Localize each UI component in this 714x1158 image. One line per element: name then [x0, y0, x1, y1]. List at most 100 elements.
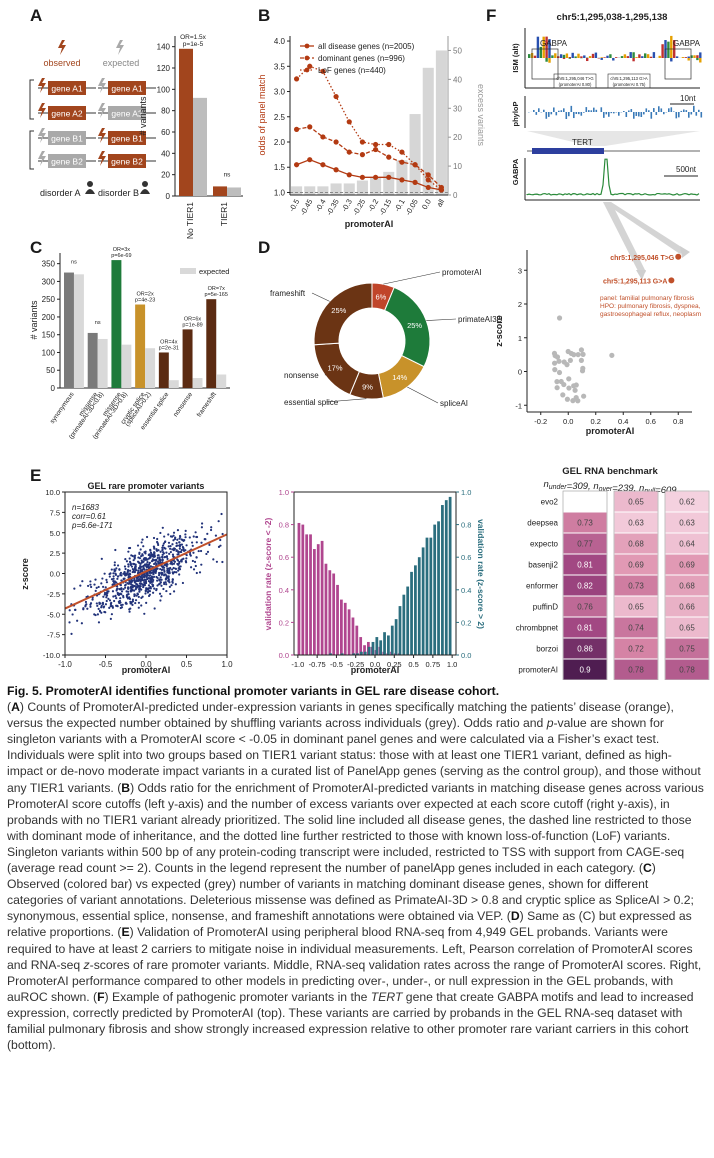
- phylop-bar: [593, 107, 595, 112]
- scatter-point: [105, 596, 108, 599]
- ism-letter: [528, 54, 531, 58]
- scatter-point: [162, 587, 165, 591]
- excess-bar: [317, 186, 329, 195]
- ism-letter: [548, 58, 551, 63]
- caption-title: Fig. 5. PromoterAI identifies functional…: [7, 684, 500, 698]
- scatter-point: [174, 583, 177, 586]
- scatter-point: [151, 580, 154, 583]
- y-axis-label-left: validation rate (z-score < -2): [263, 518, 273, 631]
- heatmap-cell-value: 0.76: [577, 603, 593, 612]
- panel-label-f: F: [486, 6, 497, 25]
- scatter-point: [156, 540, 159, 544]
- bar-observed: [87, 332, 98, 388]
- scatter-point: [138, 589, 141, 593]
- heatmap-cell-value: 0.72: [628, 645, 644, 654]
- annotation: p=4e-23: [135, 298, 155, 304]
- scatter-point: [166, 567, 169, 570]
- x-tick-label: 0.5: [181, 660, 193, 669]
- track-label: GABPA: [511, 158, 520, 185]
- phylop-bar: [638, 112, 640, 117]
- scatter-point: [126, 571, 129, 574]
- ism-letter: [635, 57, 638, 58]
- scatter-point: [107, 597, 110, 600]
- scatter-point: [130, 585, 133, 588]
- scatter-point: [197, 549, 200, 553]
- ism-letter: [629, 52, 632, 58]
- subtitle-part: over: [599, 486, 613, 493]
- heatmap-cell: [665, 617, 709, 638]
- scatter-point: [86, 607, 89, 610]
- scatter-point: [171, 553, 175, 556]
- scatter-point: [112, 577, 115, 580]
- scatter-point: [103, 591, 107, 595]
- scatter-point: [566, 376, 572, 382]
- scatter-point: [152, 553, 155, 557]
- scatter-point: [153, 607, 156, 610]
- scatter-point: [158, 556, 161, 559]
- x-tick-label: 1.0: [221, 660, 233, 669]
- phylop-bar: [550, 112, 553, 115]
- scatter-point: [173, 560, 177, 563]
- scatter-point: [161, 566, 164, 569]
- bar-expected: [192, 378, 203, 388]
- heatmap-cell: [563, 617, 607, 638]
- series-point: [372, 174, 379, 180]
- scatter-point: [132, 559, 135, 562]
- y-tick-label-right: 0.6: [461, 553, 471, 562]
- phylop-bar: [603, 112, 605, 118]
- scatter-point: [171, 571, 174, 574]
- leader-line: [311, 292, 330, 302]
- y-tick-label: -7.5: [47, 631, 60, 640]
- phylop-bar: [640, 112, 643, 117]
- scatter-point: [137, 606, 140, 609]
- caption-e-z: z: [83, 957, 90, 972]
- scatter-point: [567, 357, 573, 364]
- y-tick-label-left: 1.0: [279, 488, 289, 497]
- scatter-point: [136, 584, 140, 587]
- validation-bar-over: [441, 505, 444, 655]
- chart-title: GEL rare promoter variants: [88, 481, 205, 491]
- scatter-point: [165, 576, 168, 579]
- scatter-point: [135, 594, 138, 597]
- scatter-point: [113, 564, 116, 567]
- panel-a-bar-chart: 0 20 40 60 80 100 120 140 # variants No TIER1 OR=1…: [138, 34, 243, 239]
- validation-bar-under: [347, 609, 351, 655]
- scatter-point: [115, 587, 119, 591]
- scatter-point: [104, 603, 108, 606]
- heatmap-cell-value: 0.69: [628, 561, 644, 570]
- ism-letter: [623, 54, 627, 58]
- validation-bar-over: [448, 496, 452, 655]
- scatter-point: [165, 589, 168, 593]
- heatmap-cell-value: 0.66: [679, 603, 695, 612]
- scatter-point: [136, 544, 140, 547]
- phylop-bar: [623, 111, 625, 112]
- scatter-point: [160, 571, 164, 574]
- scatter-point: [105, 599, 108, 603]
- scatter-point: [137, 595, 140, 599]
- scatter-point: [141, 568, 144, 571]
- caption-f2: gene that create GABPA motifs and lead t…: [7, 989, 694, 1053]
- gene-box-expected: [108, 154, 146, 168]
- series-point: [412, 162, 418, 168]
- scatter-point: [131, 570, 134, 574]
- x-tick-label: 0.0: [140, 660, 152, 669]
- series-point: [320, 68, 326, 74]
- scatter-point: [144, 592, 147, 595]
- scatter-point: [135, 579, 138, 582]
- slice-percent-label: 25%: [407, 321, 422, 330]
- scatter-point: [206, 532, 209, 535]
- y-tick-label: 0: [51, 384, 56, 393]
- phylop-bar: [543, 109, 545, 112]
- series-point: [386, 174, 392, 180]
- scatter-point: [169, 547, 172, 550]
- scatter-point: [217, 520, 220, 523]
- slice-name-label: promoterAI: [442, 268, 482, 277]
- y-tick-label: 100: [42, 348, 56, 357]
- x-tick-label: 1.0: [447, 660, 457, 669]
- validation-bar-over: [356, 653, 359, 655]
- scatter-point: [68, 621, 71, 624]
- scatter-point: [142, 545, 145, 548]
- scatter-point: [89, 580, 92, 583]
- scatter-point: [164, 573, 167, 576]
- y-tick-label: 1.0: [274, 188, 286, 197]
